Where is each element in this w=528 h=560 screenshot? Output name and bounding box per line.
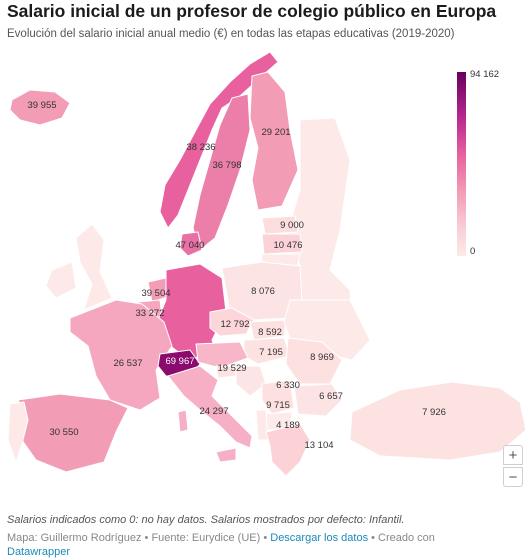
datawrapper-link[interactable]: Datawrapper — [7, 546, 70, 558]
credit-prefix: Mapa: Guillermo Rodríguez • Fuente: Eury… — [7, 532, 271, 544]
value-label-sweden: 36 798 — [212, 160, 242, 171]
region-greece[interactable] — [265, 423, 311, 477]
legend-min-label: 0 — [470, 246, 476, 257]
value-label-belgium: 33 272 — [135, 308, 165, 319]
page-subtitle: Evolución del salario inicial anual medi… — [7, 28, 455, 40]
value-label-croatia: 6 330 — [276, 380, 300, 391]
value-label-serbia: 9 715 — [266, 400, 290, 411]
value-label-netherlands: 39 504 — [141, 288, 171, 299]
region-ireland[interactable] — [45, 261, 77, 299]
europe-map — [7, 51, 527, 477]
region-denmark[interactable] — [179, 231, 203, 257]
region-portugal[interactable] — [7, 401, 29, 463]
value-label-turkey: 7 926 — [422, 407, 446, 418]
region-italy[interactable] — [167, 365, 253, 449]
region-turkey[interactable] — [349, 381, 527, 461]
value-label-iceland: 39 955 — [27, 100, 57, 111]
value-label-austria: 19 529 — [217, 363, 247, 374]
download-data-link[interactable]: Descargar los datos — [270, 532, 369, 544]
created-with-prefix: • Creado con — [368, 532, 435, 544]
legend-max-label: 94 162 — [470, 69, 500, 80]
value-label-france: 26 537 — [113, 358, 143, 369]
value-label-latvia: 10 476 — [273, 240, 303, 251]
value-label-poland: 8 076 — [251, 286, 275, 297]
value-label-bulgaria: 6 657 — [319, 391, 343, 402]
value-label-spain: 30 550 — [49, 427, 79, 438]
color-legend-bar — [457, 72, 466, 256]
region-iceland[interactable] — [9, 89, 71, 126]
region-finland[interactable] — [249, 71, 299, 211]
footnote: Salarios indicados como 0: no hay datos.… — [7, 514, 405, 526]
region-sicily[interactable] — [215, 447, 237, 463]
value-label-romania: 8 969 — [310, 352, 334, 363]
region-bulgaria[interactable] — [293, 383, 343, 417]
region-sardinia[interactable] — [177, 409, 189, 433]
region-croatia[interactable] — [235, 365, 267, 397]
value-label-finland: 29 201 — [261, 127, 291, 138]
value-label-switzerland: 69 967 — [165, 356, 195, 367]
value-label-north-macedonia: 4 189 — [276, 420, 300, 431]
region-uk[interactable] — [75, 223, 113, 311]
region-slovakia[interactable] — [249, 319, 287, 341]
region-austria[interactable] — [195, 341, 249, 369]
region-albania[interactable] — [255, 409, 269, 441]
value-label-italy: 24 297 — [199, 406, 229, 417]
value-label-slovakia: 8 592 — [258, 327, 282, 338]
region-serbia[interactable] — [261, 379, 295, 415]
page-title: Salario inicial de un profesor de colegi… — [7, 1, 497, 21]
region-france[interactable] — [69, 299, 173, 411]
region-latvia[interactable] — [261, 233, 303, 255]
region-norway[interactable] — [159, 51, 279, 229]
zoom-in-button[interactable]: + — [503, 445, 523, 465]
value-label-norway: 38 236 — [186, 142, 216, 153]
zoom-out-button[interactable]: − — [503, 467, 523, 487]
value-label-denmark: 47 040 — [175, 240, 205, 251]
region-czechia[interactable] — [209, 307, 255, 337]
value-label-hungary: 7 195 — [259, 347, 283, 358]
value-label-czechia: 12 792 — [220, 319, 250, 330]
region-sweden[interactable] — [192, 93, 251, 251]
value-label-estonia: 9 000 — [280, 220, 304, 231]
region-estonia[interactable] — [261, 215, 299, 235]
credits-line: Mapa: Guillermo Rodríguez • Fuente: Eury… — [7, 531, 477, 559]
value-label-greece: 13 104 — [304, 440, 334, 451]
